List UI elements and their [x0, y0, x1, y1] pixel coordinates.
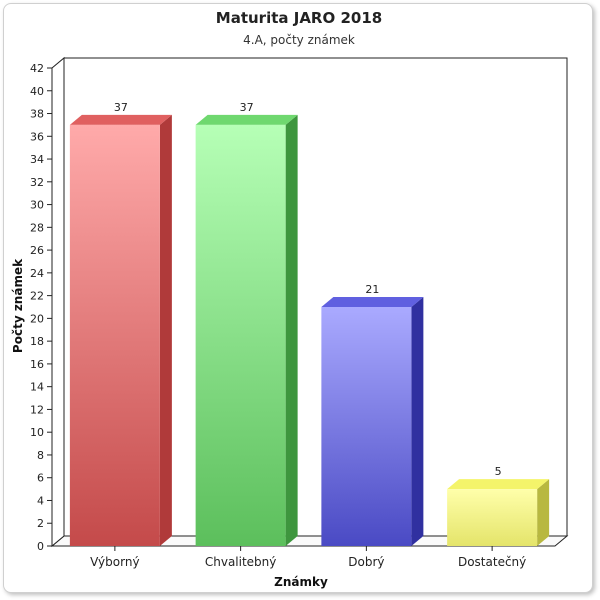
y-tick-label: 16: [30, 358, 44, 371]
bar-top: [321, 297, 424, 307]
y-tick-label: 32: [30, 176, 44, 189]
y-tick-label: 22: [30, 290, 44, 303]
left-wall: [51, 56, 65, 548]
y-tick-label: 36: [30, 130, 44, 143]
bar-value-label: 37: [114, 101, 128, 114]
x-tick-label: Dobrý: [348, 555, 384, 569]
bar-top: [69, 114, 172, 125]
plot-area: 0246810121416182022242628303234363840423…: [30, 56, 569, 569]
y-tick-label: 40: [30, 85, 44, 98]
bar: [447, 489, 538, 546]
y-tick-label: 20: [30, 312, 44, 325]
bar: [195, 124, 286, 547]
bar-top: [447, 479, 550, 490]
y-tick-label: 28: [30, 221, 44, 234]
bar-side: [159, 114, 172, 547]
bar-value-label: 37: [240, 101, 254, 114]
bar-top: [195, 114, 298, 125]
y-tick-label: 34: [30, 153, 44, 166]
x-axis-label: Známky: [274, 575, 328, 589]
y-tick-label: 42: [30, 62, 44, 75]
chart-title: Maturita JARO 2018: [216, 9, 382, 27]
chart-subtitle: 4.A, počty známek: [243, 33, 355, 47]
y-tick-label: 14: [30, 381, 44, 394]
x-tick-label: Dostatečný: [458, 555, 526, 569]
bar: [321, 307, 412, 546]
bar-side: [285, 114, 298, 547]
y-tick-label: 0: [37, 540, 44, 553]
y-tick-label: 18: [30, 335, 44, 348]
y-tick-label: 38: [30, 108, 44, 121]
y-axis-label: Počty známek: [11, 258, 25, 353]
bar-value-label: 5: [495, 465, 502, 478]
y-tick-label: 8: [37, 449, 44, 462]
y-tick-label: 24: [30, 267, 44, 280]
x-tick-label: Výborný: [90, 555, 139, 569]
y-tick-label: 26: [30, 244, 44, 257]
y-tick-label: 30: [30, 199, 44, 212]
y-tick-label: 12: [30, 403, 44, 416]
y-tick-label: 10: [30, 426, 44, 439]
bar-value-label: 21: [365, 283, 379, 296]
bar: [69, 124, 160, 547]
bar-side: [411, 297, 424, 546]
y-tick-label: 4: [37, 494, 44, 507]
y-tick-label: 6: [37, 472, 44, 485]
y-tick-label: 2: [37, 517, 44, 530]
x-tick-label: Chvalitebný: [205, 555, 277, 569]
bar-side: [537, 479, 550, 546]
